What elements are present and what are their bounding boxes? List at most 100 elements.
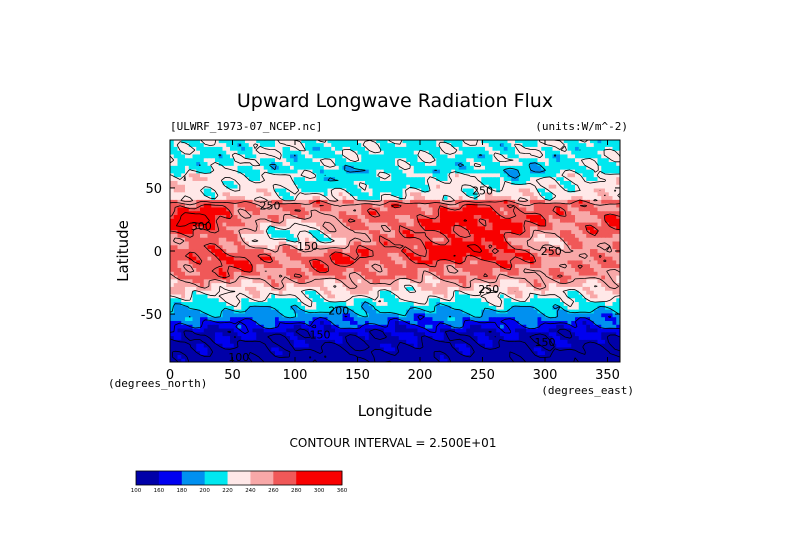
heatmap-cell: [466, 233, 471, 238]
heatmap-cell: [413, 210, 419, 216]
heatmap-cell: [350, 263, 355, 268]
heatmap-cell: [473, 301, 479, 306]
heatmap-cell: [290, 244, 295, 250]
heatmap-cell: [425, 335, 430, 340]
heatmap-cell: [560, 210, 565, 216]
heatmap-cell: [417, 327, 422, 333]
heatmap-cell: [357, 297, 362, 303]
heatmap-cell: [222, 203, 227, 208]
heatmap-cell: [443, 263, 449, 268]
heatmap-cell: [413, 354, 419, 359]
heatmap-cell: [380, 331, 385, 337]
heatmap-cell: [575, 320, 580, 325]
heatmap-cell: [252, 331, 257, 337]
heatmap-cell: [608, 354, 614, 359]
heatmap-cell: [368, 350, 374, 356]
heatmap-cell: [541, 263, 546, 268]
heatmap-cell: [383, 210, 389, 216]
heatmap-cell: [278, 290, 284, 295]
heatmap-cell: [601, 214, 606, 219]
heatmap-cell: [593, 297, 599, 303]
heatmap-cell: [350, 278, 355, 284]
heatmap-cell: [308, 278, 314, 284]
heatmap-cell: [447, 320, 452, 325]
heatmap-cell: [571, 282, 576, 287]
heatmap-cell: [237, 305, 242, 310]
heatmap-cell: [200, 324, 205, 329]
heatmap-cell: [578, 206, 584, 212]
heatmap-cell: [428, 290, 434, 295]
heatmap-cell: [440, 297, 445, 303]
heatmap-cell: [301, 305, 306, 310]
heatmap-cell: [413, 343, 419, 348]
heatmap-cell: [447, 316, 452, 321]
heatmap-cell: [267, 248, 272, 253]
heatmap-cell: [226, 244, 231, 250]
heatmap-cell: [575, 210, 580, 216]
heatmap-cell: [222, 267, 227, 272]
heatmap-cell: [320, 252, 325, 257]
heatmap-cell: [432, 210, 437, 216]
heatmap-cell: [338, 267, 344, 272]
heatmap-cell: [237, 339, 242, 344]
heatmap-cell: [413, 350, 419, 356]
heatmap-cell: [488, 335, 494, 340]
heatmap-cell: [346, 293, 351, 299]
heatmap-cell: [443, 293, 449, 299]
heatmap-cell: [368, 343, 374, 348]
heatmap-cell: [263, 274, 269, 280]
heatmap-cell: [537, 290, 542, 295]
heatmap-cell: [346, 312, 351, 318]
heatmap-cell: [312, 346, 317, 352]
heatmap-cell: [301, 256, 306, 261]
heatmap-cell: [560, 282, 565, 287]
heatmap-cell: [447, 237, 452, 242]
heatmap-cell: [477, 263, 482, 268]
heatmap-cell: [233, 331, 239, 337]
heatmap-cell: [263, 278, 269, 284]
heatmap-cell: [586, 221, 591, 227]
heatmap-cell: [586, 237, 591, 242]
heatmap-cell: [601, 229, 606, 234]
heatmap-cell: [616, 312, 620, 318]
heatmap-cell: [387, 346, 392, 352]
heatmap-cell: [320, 293, 325, 299]
heatmap-cell: [252, 278, 257, 284]
heatmap-cell: [237, 324, 242, 329]
heatmap-cell: [368, 312, 374, 318]
heatmap-cell: [417, 278, 422, 284]
heatmap-cell: [458, 256, 464, 261]
heatmap-cell: [327, 271, 332, 276]
heatmap-cell: [241, 358, 246, 362]
heatmap-cell: [185, 233, 190, 238]
heatmap-cell: [582, 324, 587, 329]
heatmap-cell: [556, 206, 561, 212]
heatmap-cell: [451, 237, 456, 242]
heatmap-cell: [477, 274, 482, 280]
heatmap-cell: [203, 271, 209, 276]
heatmap-cell: [237, 358, 242, 362]
heatmap-cell: [346, 252, 351, 257]
heatmap-cell: [316, 286, 321, 291]
heatmap-cell: [361, 240, 366, 246]
heatmap-cell: [590, 240, 595, 246]
heatmap-cell: [335, 320, 340, 325]
heatmap-cell: [417, 214, 422, 219]
heatmap-cell: [545, 233, 550, 238]
heatmap-cell: [282, 301, 287, 306]
heatmap-cell: [305, 290, 310, 295]
heatmap-cell: [458, 218, 464, 223]
heatmap-cell: [470, 346, 475, 352]
heatmap-cell: [398, 233, 404, 238]
heatmap-cell: [545, 305, 550, 310]
heatmap-cell: [357, 350, 362, 356]
heatmap-cell: [380, 240, 385, 246]
heatmap-cell: [188, 244, 194, 250]
heatmap-cell: [218, 293, 224, 299]
heatmap-cell: [286, 327, 291, 333]
heatmap-cell: [563, 267, 569, 272]
heatmap-cell: [395, 210, 400, 216]
heatmap-cell: [590, 256, 595, 261]
heatmap-cell: [503, 256, 509, 261]
heatmap-cell: [458, 305, 464, 310]
